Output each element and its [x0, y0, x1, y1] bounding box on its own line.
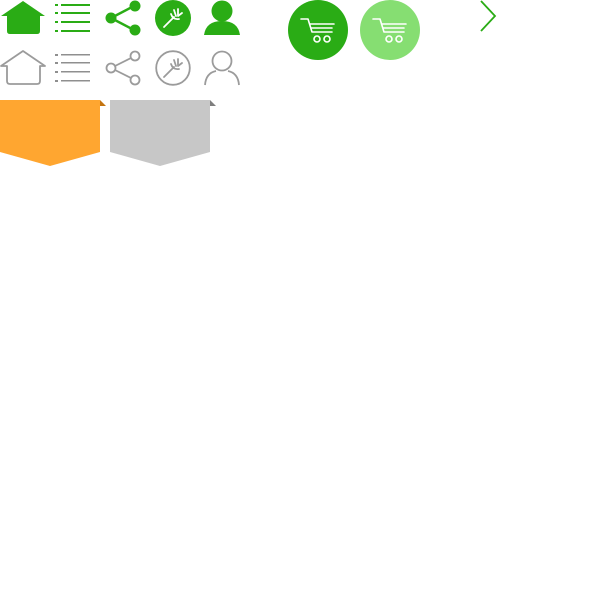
ribbon-badge-orange[interactable]	[0, 100, 107, 167]
fork-icon-outline[interactable]	[155, 50, 191, 86]
cart-icon	[300, 16, 336, 44]
share-icon-outline[interactable]	[104, 50, 142, 86]
cart-button-light[interactable]	[360, 0, 420, 60]
user-icon-filled[interactable]	[203, 0, 241, 36]
list-icon-filled[interactable]	[55, 2, 91, 34]
user-icon-outline[interactable]	[203, 50, 241, 86]
cart-icon	[372, 16, 408, 44]
cart-button-active[interactable]	[288, 0, 348, 60]
list-icon-outline[interactable]	[55, 52, 91, 84]
home-icon-outline[interactable]	[0, 50, 46, 86]
share-icon-filled[interactable]	[104, 0, 142, 36]
ribbon-badge-gray[interactable]	[110, 100, 217, 167]
home-icon-filled[interactable]	[0, 0, 46, 36]
chevron-right-icon[interactable]	[479, 0, 497, 32]
fork-icon-filled[interactable]	[155, 0, 191, 36]
